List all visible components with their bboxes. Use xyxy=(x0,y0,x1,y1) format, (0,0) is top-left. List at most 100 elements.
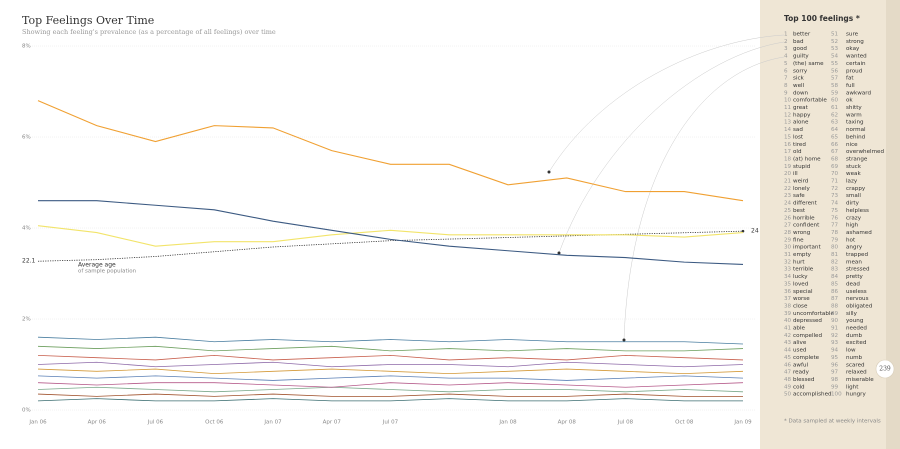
feeling-name: lonely xyxy=(793,186,811,192)
feeling-rank: 31 xyxy=(784,252,792,258)
series-line xyxy=(37,382,744,388)
feeling-name: special xyxy=(793,289,813,295)
feeling-rank: 38 xyxy=(784,303,792,309)
feeling-rank: 91 xyxy=(831,326,839,332)
feeling-name: (the) same xyxy=(793,61,824,67)
feeling-name: uncomfortable xyxy=(793,311,834,317)
feeling-name: ok xyxy=(846,98,853,104)
feeling-rank: 26 xyxy=(784,215,792,221)
feeling-rank: 12 xyxy=(784,112,791,118)
feeling-rank: 87 xyxy=(831,296,839,302)
feeling-name: dead xyxy=(846,281,860,287)
feeling-name: ready xyxy=(793,370,810,376)
feeling-name: important xyxy=(793,245,821,251)
feeling-name: able xyxy=(793,326,806,332)
feeling-name: ashamed xyxy=(846,230,872,236)
feeling-rank: 76 xyxy=(831,215,839,221)
feeling-name: best xyxy=(793,208,806,214)
feeling-rank: 79 xyxy=(831,237,839,243)
feeling-rank: 75 xyxy=(831,208,839,214)
feeling-rank: 40 xyxy=(784,318,792,324)
y-tick-label: 8% xyxy=(22,44,31,50)
age-end-dot xyxy=(741,229,745,233)
x-tick-label: Jul 06 xyxy=(147,420,164,426)
series-line xyxy=(38,200,744,265)
x-tick-label: Jan 09 xyxy=(733,420,752,426)
feeling-rank: 13 xyxy=(784,120,792,126)
feeling-rank: 94 xyxy=(831,348,839,354)
feeling-rank: 70 xyxy=(831,171,839,177)
feeling-rank: 14 xyxy=(784,127,792,133)
feeling-name: awful xyxy=(793,362,809,368)
feeling-name: crappy xyxy=(846,186,866,192)
callout-line xyxy=(558,41,785,254)
feeling-rank: 57 xyxy=(831,76,839,82)
feeling-rank: 27 xyxy=(784,223,792,229)
series-line xyxy=(37,354,744,361)
feeling-name: depressed xyxy=(793,318,822,324)
feeling-rank: 36 xyxy=(784,289,792,295)
feeling-name: worse xyxy=(793,296,810,302)
feeling-rank: 15 xyxy=(784,134,792,140)
feeling-rank: 63 xyxy=(831,120,839,126)
feeling-name: bad xyxy=(793,39,804,45)
feeling-rank: 55 xyxy=(831,61,839,67)
series-line xyxy=(37,361,744,368)
feeling-name: sick xyxy=(793,76,805,82)
feeling-rank: 82 xyxy=(831,259,838,265)
feeling-rank: 81 xyxy=(831,252,839,258)
footnote: * Data sampled at weekly intervals xyxy=(784,419,881,425)
feeling-rank: 100 xyxy=(831,392,842,398)
feeling-name: obligated xyxy=(846,303,873,309)
feeling-name: trapped xyxy=(846,252,868,258)
feeling-name: relaxed xyxy=(846,370,867,376)
callout-dot xyxy=(622,338,626,342)
feeling-name: pretty xyxy=(846,274,864,280)
feeling-name: fat xyxy=(846,76,854,82)
feeling-rank: 78 xyxy=(831,230,839,236)
feeling-rank: 37 xyxy=(784,296,792,302)
age-end-label: 24 xyxy=(751,228,759,235)
feeling-rank: 59 xyxy=(831,90,839,96)
feeling-name: wrong xyxy=(793,230,811,236)
page-number-badge xyxy=(875,359,895,379)
y-tick-label: 4% xyxy=(22,226,31,232)
feeling-rank: 22 xyxy=(784,186,791,192)
feeling-rank: 19 xyxy=(784,164,792,170)
feeling-name: empty xyxy=(793,252,812,258)
feeling-rank: 3 xyxy=(784,46,788,52)
feeling-rank: 17 xyxy=(784,149,792,155)
feeling-name: miserable xyxy=(846,377,874,383)
feeling-rank: 47 xyxy=(784,370,792,376)
age-start-label: 22.1 xyxy=(22,258,36,265)
series-line xyxy=(37,336,744,345)
x-tick-label: Jan 06 xyxy=(28,420,47,426)
feeling-name: ill xyxy=(793,171,798,177)
feeling-name: proud xyxy=(846,68,863,74)
feeling-name: okay xyxy=(846,46,860,52)
feeling-name: normal xyxy=(846,127,866,133)
x-tick-label: Jul 07 xyxy=(382,420,399,426)
feeling-rank: 41 xyxy=(784,326,792,332)
feeling-name: old xyxy=(793,149,802,155)
feeling-name: mean xyxy=(846,259,862,265)
age-label: Average age xyxy=(78,262,116,269)
feeling-rank: 24 xyxy=(784,201,792,207)
feeling-name: numb xyxy=(846,355,863,361)
series-line xyxy=(37,100,744,202)
x-tick-label: Oct 08 xyxy=(675,420,694,426)
callout-dot xyxy=(557,251,561,255)
feeling-rank: 98 xyxy=(831,377,839,383)
feeling-name: wanted xyxy=(846,54,867,60)
feeling-name: compelled xyxy=(793,333,822,339)
feeling-name: accomplished xyxy=(793,392,832,398)
feeling-name: great xyxy=(793,105,809,111)
callout-dots xyxy=(547,170,626,342)
callouts xyxy=(548,34,785,341)
feeling-name: helpless xyxy=(846,208,869,214)
feeling-name: different xyxy=(793,201,818,207)
feeling-name: alone xyxy=(793,120,809,126)
feeling-name: better xyxy=(793,32,811,38)
feeling-name: hungry xyxy=(846,392,866,398)
feeling-name: certain xyxy=(846,61,866,67)
